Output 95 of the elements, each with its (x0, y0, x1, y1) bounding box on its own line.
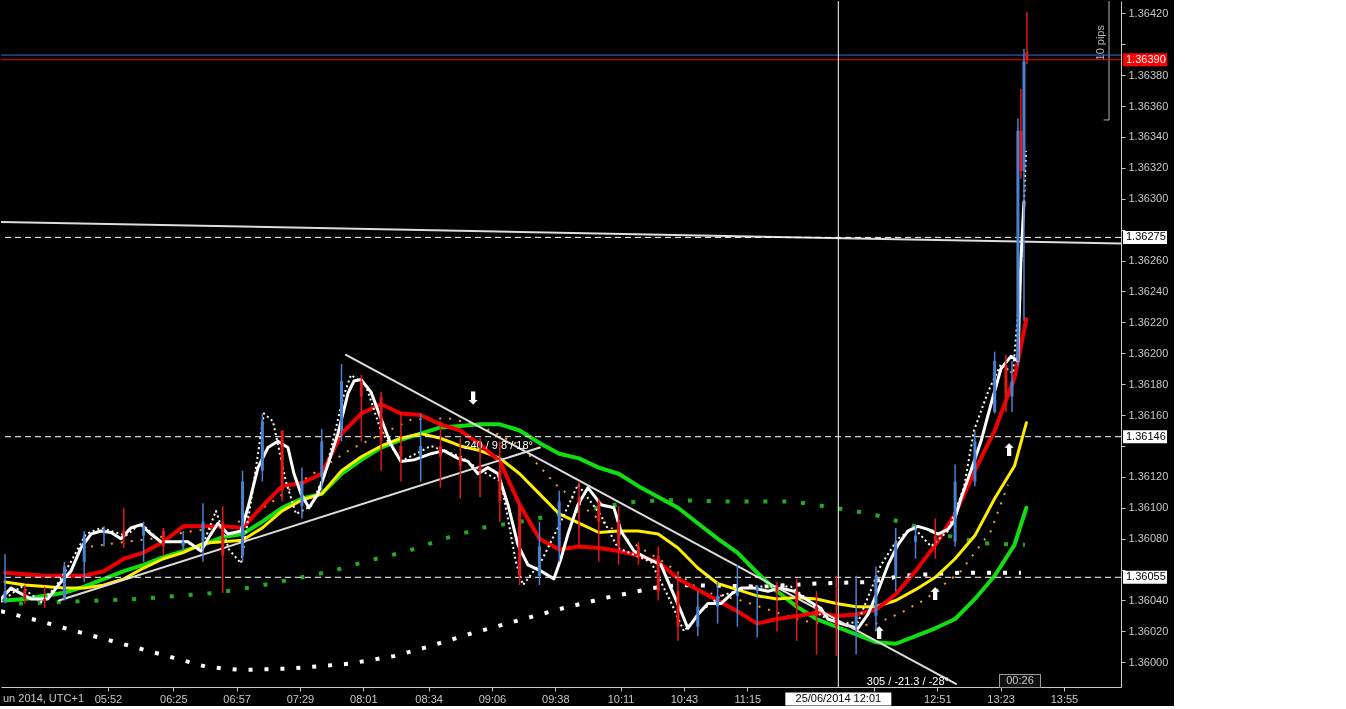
candlestick (260, 412, 264, 483)
candlestick (716, 581, 720, 625)
y-tick-label: 1.36180 (1128, 377, 1169, 390)
candlestick (1016, 117, 1020, 367)
candlestick (953, 463, 957, 548)
candlestick (241, 469, 245, 563)
candlestick (458, 437, 462, 500)
candlestick (300, 466, 304, 520)
candlestick (914, 524, 918, 560)
candlestick (834, 575, 838, 657)
candlestick (1010, 360, 1014, 413)
candlestick (438, 420, 442, 489)
x-tick-label: 06:57 (223, 692, 251, 705)
candlestick (577, 480, 581, 548)
annotation: ⬆ (871, 623, 887, 643)
candlestick (142, 520, 146, 563)
ref-line-label: 1.36146 (1126, 429, 1166, 442)
candlestick (1019, 88, 1023, 180)
candlestick (379, 391, 383, 472)
candlestick (735, 564, 739, 628)
candlestick (419, 412, 423, 483)
candlestick (3, 553, 7, 605)
y-tick-label: 1.36300 (1128, 192, 1169, 205)
x-tick-label: 09:38 (542, 692, 570, 705)
x-tick-label: 05:52 (94, 692, 123, 705)
x-tick-label: 10:43 (670, 692, 699, 705)
candlestick (795, 578, 799, 642)
y-tick-label: 1.36380 (1128, 68, 1169, 81)
candlestick (1025, 11, 1029, 66)
x-tick-label: 12:51 (924, 692, 952, 705)
candlestick (23, 584, 27, 605)
annotation: 305 / -21.3 / -28° (866, 674, 949, 687)
candlestick (636, 541, 640, 566)
line-series (16, 498, 1027, 606)
candlestick (993, 350, 997, 415)
x-tick-label: 13:23 (987, 692, 1015, 705)
candlestick (1004, 354, 1008, 413)
ref-line-label: 1.36275 (1126, 230, 1166, 243)
ref-line-label: 1.36055 (1126, 570, 1166, 583)
ref-line-label: 1.36390 (1126, 52, 1166, 65)
text: un 2014, UTC+1 (3, 692, 85, 704)
y-tick-label: 1.36240 (1128, 284, 1169, 297)
candlestick (102, 525, 106, 548)
candlestick (399, 411, 403, 483)
candlestick (82, 530, 86, 583)
x-tick-label: 07:29 (286, 692, 315, 705)
candlestick (696, 590, 700, 637)
y-tick-label: 1.36160 (1128, 408, 1169, 421)
candlestick (815, 590, 819, 656)
y-tick-label: 1.36340 (1128, 130, 1169, 143)
x-tick-label: 08:34 (415, 692, 443, 705)
candlestick (597, 497, 601, 563)
annotation: ⬆ (927, 584, 943, 604)
candlestick (557, 490, 561, 563)
ref-line-label: 25/06/2014 12:01 (795, 692, 882, 704)
text: 10 pips (1094, 24, 1107, 61)
candlestick (656, 545, 660, 602)
y-tick-label: 1.36000 (1128, 655, 1169, 668)
y-tick-label: 1.36200 (1128, 346, 1169, 359)
y-tick-label: 1.36080 (1128, 532, 1169, 545)
candlestick (537, 520, 541, 586)
x-tick-label: 06:25 (160, 692, 188, 705)
candlestick (280, 429, 284, 503)
candlestick (854, 575, 858, 656)
y-tick-label: 1.36020 (1128, 624, 1169, 637)
candlestick (518, 500, 522, 586)
candlestick (973, 429, 977, 487)
y-tick-label: 1.36220 (1128, 315, 1169, 328)
x-tick-label: 11:15 (734, 692, 762, 705)
x-tick-label: 08:01 (350, 692, 378, 705)
y-tick-label: 1.36260 (1128, 254, 1169, 267)
x-tick-label: 10:11 (607, 692, 635, 705)
y-tick-label: 1.36360 (1128, 99, 1169, 112)
x-tick-label: 09:06 (478, 692, 507, 705)
candlestick (201, 502, 205, 563)
candlestick (221, 505, 225, 594)
y-tick-label: 1.36420 (1128, 6, 1169, 19)
candlestick (933, 517, 937, 560)
y-tick-label: 1.36120 (1128, 470, 1169, 483)
candlestick (161, 527, 165, 557)
candlestick (617, 505, 621, 566)
candlestick (676, 570, 680, 642)
candlestick (320, 428, 324, 492)
annotation: 00:26 (1006, 674, 1034, 686)
candlestick (122, 507, 126, 549)
y-tick-label: 1.36100 (1128, 501, 1169, 514)
y-tick-label: 1.36040 (1128, 593, 1169, 606)
candlestick (340, 363, 344, 443)
candlestick (894, 527, 898, 592)
x-tick-label: 13:55 (1050, 692, 1079, 705)
annotation: ⬆ (1001, 440, 1017, 460)
y-tick-label: 1.36320 (1128, 161, 1169, 174)
candlestick (359, 374, 363, 443)
candlestick (62, 561, 66, 602)
annotation: ⬇ (465, 388, 481, 408)
